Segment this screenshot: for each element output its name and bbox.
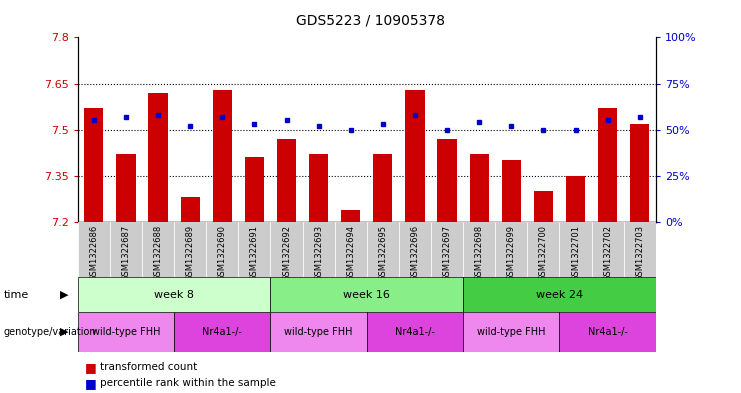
Text: GSM1322699: GSM1322699 — [507, 225, 516, 281]
Bar — [245, 158, 264, 222]
Bar — [470, 154, 489, 222]
Bar — [181, 197, 200, 222]
Bar — [213, 90, 232, 222]
Text: transformed count: transformed count — [100, 362, 197, 373]
Bar — [495, 222, 528, 277]
Bar — [142, 222, 174, 277]
Text: Nr4a1-/-: Nr4a1-/- — [202, 327, 242, 337]
Bar — [528, 222, 559, 277]
Bar — [559, 222, 591, 277]
Text: percentile rank within the sample: percentile rank within the sample — [100, 378, 276, 388]
Bar — [270, 312, 367, 352]
Bar — [84, 108, 104, 222]
Bar — [277, 139, 296, 222]
Bar — [405, 90, 425, 222]
Text: GSM1322703: GSM1322703 — [635, 225, 644, 281]
Bar — [367, 222, 399, 277]
Text: Nr4a1-/-: Nr4a1-/- — [588, 327, 628, 337]
Text: GSM1322692: GSM1322692 — [282, 225, 291, 281]
Bar — [598, 108, 617, 222]
Bar — [437, 139, 456, 222]
Text: time: time — [4, 290, 29, 300]
Bar — [78, 312, 174, 352]
Text: GSM1322702: GSM1322702 — [603, 225, 612, 281]
Bar — [116, 154, 136, 222]
Bar — [630, 123, 649, 222]
Bar — [566, 176, 585, 222]
Bar — [463, 312, 559, 352]
Text: wild-type FHH: wild-type FHH — [477, 327, 545, 337]
Bar — [373, 154, 393, 222]
Text: ■: ■ — [85, 361, 97, 374]
Bar — [341, 210, 360, 222]
Bar — [78, 222, 110, 277]
Text: GSM1322687: GSM1322687 — [122, 225, 130, 281]
Bar — [309, 154, 328, 222]
Bar — [148, 93, 167, 222]
Text: wild-type FHH: wild-type FHH — [285, 327, 353, 337]
Text: ■: ■ — [85, 376, 97, 390]
Text: week 16: week 16 — [343, 290, 391, 300]
Text: GSM1322700: GSM1322700 — [539, 225, 548, 281]
Bar — [206, 222, 239, 277]
Text: genotype/variation: genotype/variation — [4, 327, 96, 337]
Text: GSM1322691: GSM1322691 — [250, 225, 259, 281]
Text: ▶: ▶ — [60, 290, 68, 300]
Bar — [302, 222, 335, 277]
Text: GSM1322689: GSM1322689 — [186, 225, 195, 281]
Bar — [463, 222, 495, 277]
Text: GSM1322697: GSM1322697 — [442, 225, 451, 281]
Text: week 24: week 24 — [536, 290, 583, 300]
Text: GSM1322686: GSM1322686 — [90, 225, 99, 281]
Text: GSM1322696: GSM1322696 — [411, 225, 419, 281]
Bar — [463, 277, 656, 312]
Text: Nr4a1-/-: Nr4a1-/- — [395, 327, 435, 337]
Text: GSM1322698: GSM1322698 — [475, 225, 484, 281]
Bar — [399, 222, 431, 277]
Text: GSM1322688: GSM1322688 — [153, 225, 162, 281]
Bar — [559, 312, 656, 352]
Bar — [174, 222, 206, 277]
Text: wild-type FHH: wild-type FHH — [92, 327, 160, 337]
Text: ▶: ▶ — [60, 327, 68, 337]
Text: GSM1322690: GSM1322690 — [218, 225, 227, 281]
Bar — [431, 222, 463, 277]
Bar — [78, 277, 270, 312]
Bar — [367, 312, 463, 352]
Bar — [534, 191, 553, 222]
Bar — [270, 222, 302, 277]
Text: GDS5223 / 10905378: GDS5223 / 10905378 — [296, 14, 445, 28]
Bar — [502, 160, 521, 222]
Bar — [110, 222, 142, 277]
Text: GSM1322695: GSM1322695 — [379, 225, 388, 281]
Bar — [335, 222, 367, 277]
Bar — [624, 222, 656, 277]
Text: GSM1322693: GSM1322693 — [314, 225, 323, 281]
Text: GSM1322694: GSM1322694 — [346, 225, 355, 281]
Text: week 8: week 8 — [154, 290, 194, 300]
Bar — [174, 312, 270, 352]
Bar — [270, 277, 463, 312]
Bar — [591, 222, 624, 277]
Bar — [239, 222, 270, 277]
Text: GSM1322701: GSM1322701 — [571, 225, 580, 281]
